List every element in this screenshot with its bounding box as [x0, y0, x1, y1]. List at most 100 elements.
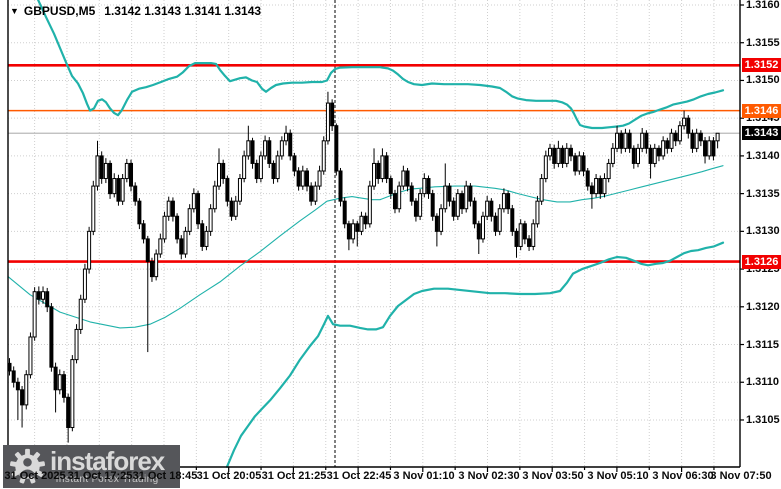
bear-candle-body [631, 147, 636, 164]
bull-candle-body [82, 268, 87, 300]
x-axis-label: 31 Oct 20:05 [196, 470, 262, 482]
x-axis-label: 31 Oct 22:45 [326, 470, 392, 482]
bear-candle-body [49, 306, 54, 368]
bull-candle-body [87, 230, 92, 270]
bull-candle-body [233, 200, 238, 217]
bull-candle-body [300, 170, 305, 187]
bull-candle-body [669, 132, 674, 149]
bear-candle-body [137, 200, 142, 225]
bear-candle-body [568, 147, 573, 157]
bear-candle-body [384, 155, 389, 180]
bull-candle-body [707, 140, 712, 157]
bull-candle-body [443, 185, 448, 210]
bull-candle-body [372, 162, 377, 187]
x-axis-label: 3 Nov 06:30 [652, 470, 714, 482]
y-axis-label: 1.3120 [746, 300, 780, 313]
bear-candle-body [99, 155, 104, 180]
bull-candle-body [556, 147, 561, 164]
bull-candle-body [682, 117, 687, 127]
bull-candle-body [183, 230, 188, 255]
bull-candle-body [120, 178, 125, 202]
bull-candle-body [208, 208, 213, 232]
bear-candle-body [627, 132, 632, 149]
bull-candle-body [351, 223, 356, 240]
bull-candle-body [321, 140, 326, 172]
y-axis-label: 1.3135 [746, 187, 780, 200]
y-axis-label: 1.3105 [746, 413, 780, 426]
bear-candle-body [376, 162, 381, 180]
bull-candle-body [237, 178, 242, 202]
bull-candle-body [74, 328, 79, 361]
bear-candle-body [200, 223, 205, 247]
bull-candle-body [313, 185, 318, 202]
bull-candle-body [191, 193, 196, 210]
x-axis-label: 31 Oct 18:45 [132, 470, 198, 482]
y-axis-label: 1.3110 [746, 376, 780, 389]
bull-candle-body [325, 102, 330, 142]
bollinger-upper-band [36, 0, 725, 130]
bull-candle-body [124, 162, 129, 180]
bear-candle-body [108, 162, 113, 195]
y-axis-label: 1.3155 [746, 36, 780, 49]
bull-candle-body [359, 215, 364, 232]
bear-candle-body [585, 170, 590, 187]
bull-candle-body [497, 208, 502, 232]
bull-candle-body [694, 132, 699, 149]
bear-candle-body [527, 238, 532, 247]
bull-candle-body [95, 155, 100, 187]
bear-candle-body [334, 125, 339, 172]
bear-candle-body [304, 170, 309, 187]
x-axis-label: 3 Nov 01:10 [393, 470, 455, 482]
bear-candle-body [426, 178, 431, 195]
bear-candle-body [506, 193, 511, 210]
bear-candle-body [673, 132, 678, 142]
price-badge-1.3143: 1.3143 [742, 126, 781, 141]
bull-candle-body [531, 223, 536, 247]
bull-candle-body [28, 336, 33, 376]
bear-candle-body [309, 185, 314, 202]
bull-candle-body [154, 253, 159, 278]
bear-candle-body [296, 170, 301, 187]
bear-candle-body [170, 200, 175, 217]
instaforex-gear-icon [9, 448, 46, 484]
bull-candle-body [623, 132, 628, 149]
bear-candle-body [589, 185, 594, 195]
bear-candle-body [53, 366, 58, 391]
bull-candle-body [439, 208, 444, 232]
bear-candle-body [149, 261, 154, 278]
price-badge-1.3146: 1.3146 [742, 103, 781, 118]
bear-candle-body [493, 215, 498, 232]
bear-candle-body [619, 132, 624, 149]
bull-candle-body [24, 374, 29, 406]
bull-candle-body [187, 208, 192, 232]
bull-candle-body [480, 215, 485, 240]
bull-candle-body [594, 178, 599, 195]
bull-candle-body [217, 162, 221, 187]
bear-candle-body [468, 185, 473, 202]
bull-candle-body [677, 125, 682, 142]
bear-candle-body [363, 215, 368, 225]
bull-candle-body [166, 200, 171, 217]
x-axis-label: 3 Nov 05:10 [587, 470, 649, 482]
bear-candle-body [179, 238, 184, 255]
bull-candle-body [112, 178, 117, 195]
bull-candle-body [367, 185, 372, 225]
bear-candle-body [698, 132, 703, 142]
bear-candle-body [405, 170, 410, 187]
bear-candle-body [196, 193, 201, 225]
bear-candle-body [552, 147, 557, 164]
bull-candle-body [518, 223, 523, 247]
bull-candle-body [275, 155, 280, 180]
bull-candle-body [464, 185, 469, 210]
symbol-dropdown-arrow-icon[interactable]: ▼ [10, 6, 19, 16]
bull-candle-body [418, 193, 423, 217]
bear-candle-body [66, 396, 71, 429]
bear-candle-body [267, 140, 272, 164]
bull-candle-body [602, 178, 607, 195]
bear-candle-body [271, 162, 276, 180]
bull-candle-body [636, 147, 640, 164]
bear-candle-body [648, 147, 653, 164]
bull-candle-body [204, 230, 209, 247]
bear-candle-body [61, 374, 66, 398]
